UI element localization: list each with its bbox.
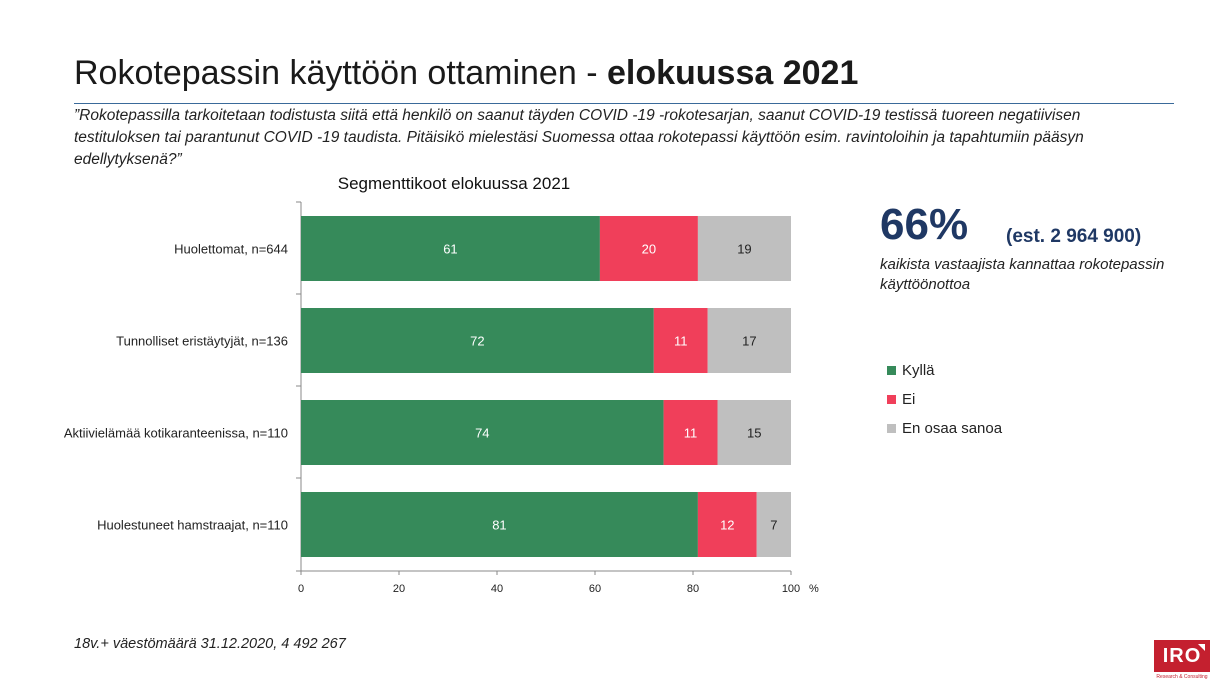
legend-item: Kyllä — [887, 356, 1002, 385]
bar-segment-kylla — [301, 216, 600, 281]
legend-label: Ei — [902, 391, 916, 408]
x-tick-label: 100 — [782, 583, 800, 595]
highlight-value: 66% — [880, 200, 969, 249]
iro-logo: IRO Research & Consulting — [1154, 640, 1210, 680]
title-divider — [74, 103, 1174, 104]
bar-segment-kylla — [301, 400, 664, 465]
legend-swatch — [887, 395, 896, 404]
x-unit-label: % — [809, 583, 819, 595]
category-label: Tunnolliset eristäytyjät, n=136 — [116, 334, 288, 349]
data-label: 81 — [492, 518, 506, 533]
bar-segment-ei — [599, 216, 698, 281]
title-bold: elokuussa 2021 — [606, 54, 859, 92]
data-label: 74 — [475, 426, 489, 441]
bar-segment-eos — [756, 492, 791, 557]
survey-question: ”Rokotepassilla tarkoitetaan todistusta … — [74, 107, 1084, 168]
data-label: 11 — [684, 426, 698, 441]
x-tick-label: 60 — [589, 583, 601, 595]
data-label: 11 — [674, 334, 688, 349]
highlight-text: kaikista vastaajista kannattaa rokotepas… — [880, 256, 1165, 293]
bar-segment-kylla — [301, 492, 698, 557]
legend-label: En osaa sanoa — [902, 420, 1003, 437]
bar-segment-eos — [707, 308, 791, 373]
bar-segment-eos — [697, 216, 791, 281]
data-label: 19 — [737, 242, 751, 257]
data-label: 7 — [770, 518, 777, 533]
highlight-estimate: (est. 2 964 900) — [1006, 226, 1142, 247]
x-tick-label: 20 — [393, 583, 405, 595]
data-label: 17 — [742, 334, 756, 349]
bar-segment-ei — [653, 308, 708, 373]
title-main: Rokotepassin käyttöön ottaminen - — [74, 54, 607, 92]
legend-item: En osaa sanoa — [887, 414, 1002, 443]
data-label: 12 — [720, 518, 734, 533]
bar-segment-kylla — [301, 308, 654, 373]
x-tick-label: 80 — [687, 583, 699, 595]
legend-label: Kyllä — [902, 362, 935, 379]
category-label: Huolettomat, n=644 — [174, 242, 288, 257]
chart-title: Segmenttikoot elokuussa 2021 — [338, 174, 571, 193]
footnote: 18v.+ väestömäärä 31.12.2020, 4 492 267 — [74, 636, 346, 652]
legend-swatch — [887, 366, 896, 375]
logo-notch — [1198, 644, 1205, 651]
category-label: Huolestuneet hamstraajat, n=110 — [97, 518, 288, 533]
chart-legend: Kyllä Ei En osaa sanoa — [887, 356, 1002, 443]
logo-mark: IRO — [1154, 640, 1210, 672]
data-label: 61 — [443, 242, 457, 257]
legend-item: Ei — [887, 385, 1002, 414]
bar-segment-ei — [697, 492, 757, 557]
x-tick-label: 0 — [298, 583, 304, 595]
data-label: 15 — [747, 426, 761, 441]
logo-text: IRO — [1162, 645, 1202, 667]
page-title: Rokotepassin käyttöön ottaminen - elokuu… — [74, 54, 858, 93]
category-label: Aktiivielämää kotikaranteenissa, n=110 — [64, 426, 288, 441]
data-label: 20 — [642, 242, 656, 257]
x-tick-label: 40 — [491, 583, 503, 595]
bar-segment-eos — [717, 400, 791, 465]
logo-subtext: Research & Consulting — [1156, 674, 1208, 680]
bar-segment-ei — [663, 400, 718, 465]
legend-swatch — [887, 424, 896, 433]
data-label: 72 — [470, 334, 484, 349]
